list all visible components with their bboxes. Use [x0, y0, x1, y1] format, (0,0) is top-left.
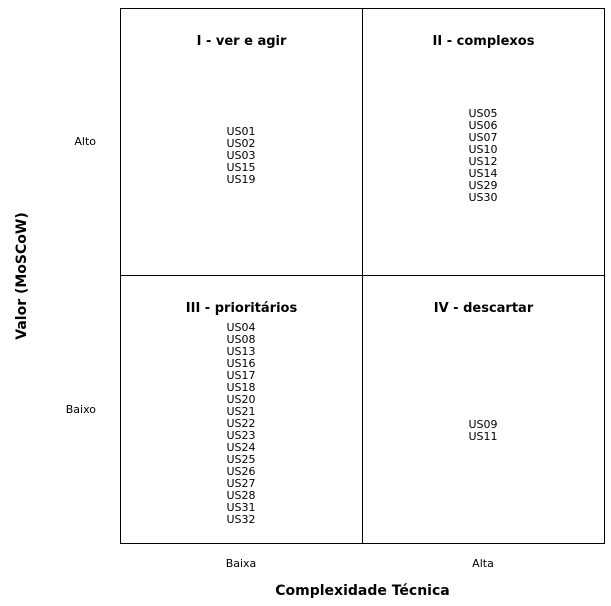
x-axis-label: Complexidade Técnica	[275, 583, 450, 599]
quadrant-4: IV - descartar US09 US11	[363, 276, 604, 543]
quadrant-2-title: II - complexos	[432, 34, 535, 49]
quadrant-1-items: US01 US02 US03 US15 US19	[121, 126, 362, 186]
user-story-item: US04	[226, 321, 256, 334]
user-story-item: US21	[226, 405, 256, 418]
user-story-item: US31	[226, 501, 256, 514]
user-story-item: US12	[468, 155, 498, 168]
quadrant-3: III - prioritários US04 US08 US13 US16 US17 U…	[121, 276, 363, 543]
x-tick-low: Baixa	[225, 557, 257, 570]
user-story-item: US01	[226, 125, 256, 138]
user-story-item: US08	[226, 333, 256, 346]
user-story-item: US16	[226, 357, 256, 370]
user-story-item: US26	[226, 465, 256, 478]
user-story-item: US30	[468, 191, 498, 204]
user-story-item: US24	[226, 441, 256, 454]
user-story-item: US32	[226, 513, 256, 526]
user-story-item: US23	[226, 429, 256, 442]
user-story-item: US19	[226, 173, 256, 186]
user-story-item: US18	[226, 381, 256, 394]
user-story-item: US02	[226, 137, 256, 150]
user-story-item: US27	[226, 477, 256, 490]
user-story-item: US13	[226, 345, 256, 358]
quadrant-3-items: US04 US08 US13 US16 US17 US18 US20 US21 US22 US23…	[121, 322, 362, 526]
user-story-item: US14	[468, 167, 498, 180]
user-story-item: US22	[226, 417, 256, 430]
quadrant-2: II - complexos US05 US06 US07 US10 US12 US14 U…	[363, 9, 604, 276]
y-tick-high: Alto	[74, 135, 96, 148]
quadrant-1-title: I - ver e agir	[196, 34, 287, 49]
user-story-item: US28	[226, 489, 256, 502]
user-story-item: US05	[468, 107, 498, 120]
user-story-item: US03	[226, 149, 256, 162]
user-story-item: US29	[468, 179, 498, 192]
user-story-item: US07	[468, 131, 498, 144]
user-story-item: US25	[226, 453, 256, 466]
x-tick-high: Alta	[472, 557, 494, 570]
priority-matrix: I - ver e agir US01 US02 US03 US15 US19 II -…	[120, 8, 605, 544]
user-story-item: US10	[468, 143, 498, 156]
user-story-item: US11	[468, 430, 498, 443]
user-story-item: US17	[226, 369, 256, 382]
user-story-item: US06	[468, 119, 498, 132]
user-story-item: US15	[226, 161, 256, 174]
quadrant-2-items: US05 US06 US07 US10 US12 US14 US29 US30	[363, 108, 604, 204]
quadrant-3-title: III - prioritários	[185, 301, 298, 316]
y-tick-low: Baixo	[65, 403, 96, 416]
user-story-item: US09	[468, 418, 498, 431]
quadrant-4-title: IV - descartar	[433, 301, 534, 316]
quadrant-4-items: US09 US11	[363, 419, 604, 443]
y-axis-label: Valor (MoSCoW)	[14, 212, 30, 340]
user-story-item: US20	[226, 393, 256, 406]
quadrant-1: I - ver e agir US01 US02 US03 US15 US19	[121, 9, 363, 276]
